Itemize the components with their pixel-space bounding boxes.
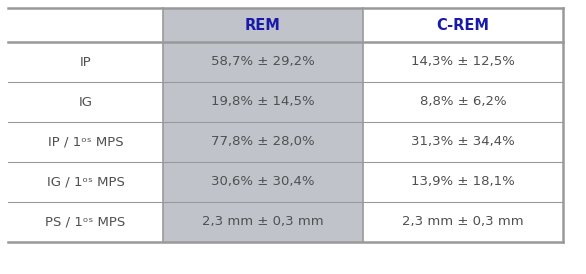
Text: 2,3 mm ± 0,3 mm: 2,3 mm ± 0,3 mm — [202, 215, 324, 229]
Text: 58,7% ± 29,2%: 58,7% ± 29,2% — [211, 56, 315, 68]
Text: IP / 1ᵒˢ MPS: IP / 1ᵒˢ MPS — [47, 136, 123, 149]
Text: IG / 1ᵒˢ MPS: IG / 1ᵒˢ MPS — [46, 176, 124, 189]
Text: 19,8% ± 14,5%: 19,8% ± 14,5% — [211, 96, 315, 109]
Text: IP: IP — [80, 56, 91, 68]
Text: PS / 1ᵒˢ MPS: PS / 1ᵒˢ MPS — [45, 215, 125, 229]
Text: 77,8% ± 28,0%: 77,8% ± 28,0% — [211, 136, 315, 149]
Text: 8,8% ± 6,2%: 8,8% ± 6,2% — [420, 96, 506, 109]
Text: IG: IG — [79, 96, 93, 109]
Text: 2,3 mm ± 0,3 mm: 2,3 mm ± 0,3 mm — [402, 215, 524, 229]
Text: REM: REM — [245, 18, 281, 33]
Bar — [163, 8, 363, 242]
Text: 30,6% ± 30,4%: 30,6% ± 30,4% — [211, 176, 315, 189]
Text: 14,3% ± 12,5%: 14,3% ± 12,5% — [411, 56, 515, 68]
Text: C-REM: C-REM — [437, 18, 489, 33]
Text: 13,9% ± 18,1%: 13,9% ± 18,1% — [411, 176, 515, 189]
Text: 31,3% ± 34,4%: 31,3% ± 34,4% — [411, 136, 515, 149]
